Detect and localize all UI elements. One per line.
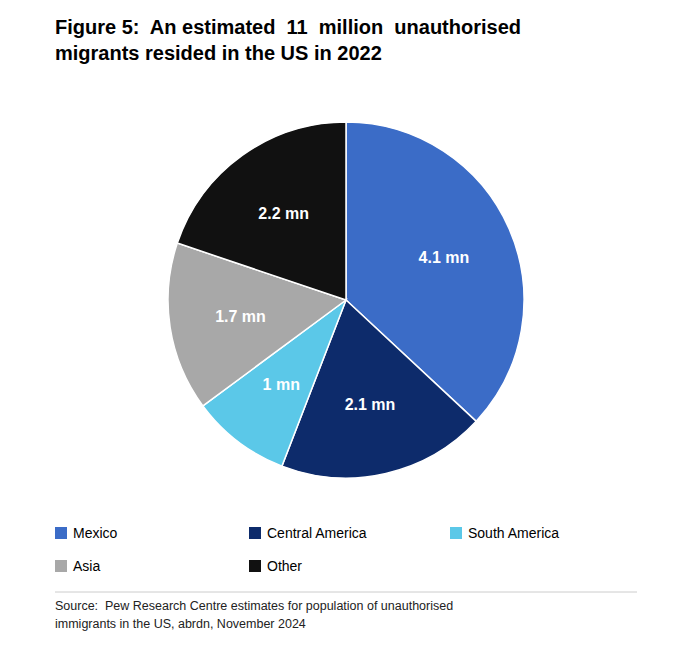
data-label: 2.2 mn <box>258 205 309 222</box>
legend-label: Other <box>267 558 302 574</box>
source-note: Source: Pew Research Centre estimates fo… <box>55 599 453 631</box>
legend-label: Central America <box>267 525 367 541</box>
data-label: 2.1 mn <box>345 396 396 413</box>
legend-swatch <box>450 527 462 539</box>
source-line: immigrants in the US, abrdn, November 20… <box>55 617 306 631</box>
title-line: migrants resided in the US in 2022 <box>55 42 382 64</box>
separator <box>55 592 637 593</box>
legend-swatch <box>55 527 67 539</box>
legend-swatch <box>249 560 261 572</box>
data-label: 1.7 mn <box>215 308 266 325</box>
legend: Mexico Central America South America Asia Ot… <box>55 525 559 574</box>
data-label: 1 mn <box>263 376 300 393</box>
chart: Figure 5: An estimated 11 million unauth… <box>0 0 692 654</box>
legend-label: South America <box>468 525 559 541</box>
legend-swatch <box>55 560 67 572</box>
legend-swatch <box>249 527 261 539</box>
pie-slice <box>177 122 346 300</box>
data-labels: 4.1 mn 2.1 mn 1 mn 1.7 mn 2.2 mn <box>215 205 469 413</box>
chart-container: Figure 5: An estimated 11 million unauth… <box>0 0 692 654</box>
title-line: Figure 5: An estimated 11 million unauth… <box>55 16 521 38</box>
legend-label: Asia <box>73 558 100 574</box>
source-line: Source: Pew Research Centre estimates fo… <box>55 599 453 613</box>
pie <box>168 122 524 478</box>
title: Figure 5: An estimated 11 million unauth… <box>55 16 521 64</box>
data-label: 4.1 mn <box>419 249 470 266</box>
legend-label: Mexico <box>73 525 118 541</box>
